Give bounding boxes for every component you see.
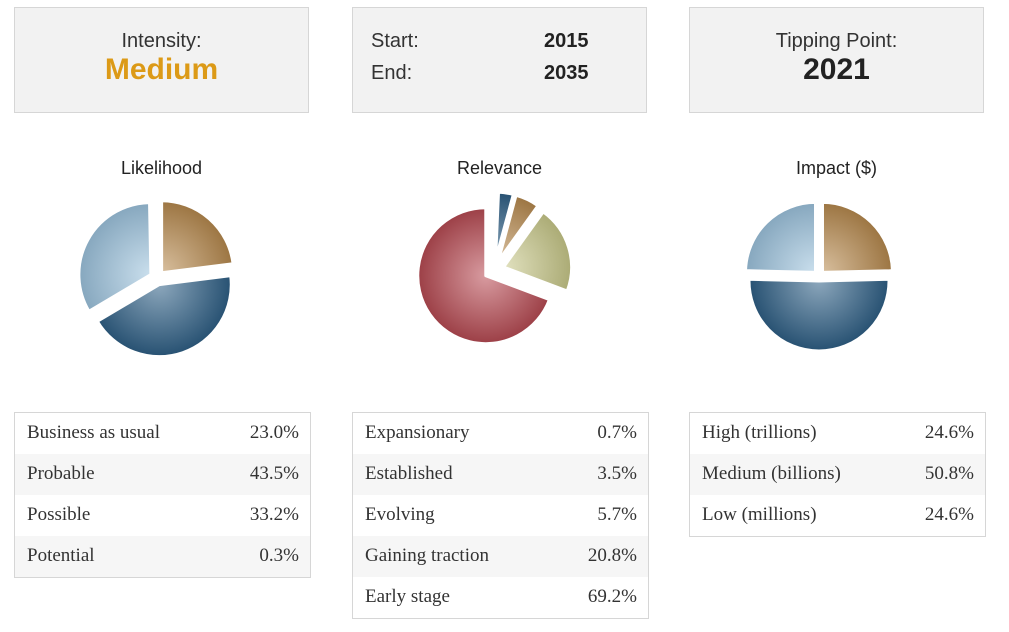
pie-slice (154, 197, 159, 273)
impact-table: High (trillions) 24.6% Medium (billions) 50… (689, 412, 986, 537)
row-label: Evolving (365, 504, 435, 525)
row-label: Medium (billions) (702, 463, 841, 484)
row-value: 23.0% (249, 422, 299, 443)
pie-slice (820, 200, 894, 274)
row-value: 69.2% (587, 586, 637, 607)
tipping-point-label: Tipping Point: (775, 30, 898, 52)
row-label: Early stage (365, 586, 450, 607)
pie-slice (95, 274, 233, 359)
intensity-card: Intensity: Medium (14, 7, 309, 113)
row-value: 33.2% (249, 504, 299, 525)
row-label: Possible (27, 504, 91, 525)
row-value: 0.7% (597, 422, 637, 443)
row-value: 24.6% (924, 504, 974, 525)
row-value: 0.3% (259, 545, 299, 566)
period-card: Start: 2015 End: 2035 (352, 7, 647, 113)
likelihood-table: Business as usual 23.0% Probable 43.5% Possi… (14, 412, 311, 578)
relevance-chart-title: Relevance (456, 158, 543, 178)
table-row: High (trillions) 24.6% (690, 413, 985, 454)
table-row: Early stage 69.2% (353, 577, 648, 618)
pie-slice (744, 200, 818, 274)
table-row: Possible 33.2% (15, 495, 310, 536)
likelihood-chart-title: Likelihood (120, 158, 203, 178)
tipping-point-value: 2021 (803, 53, 870, 86)
row-value: 50.8% (924, 463, 974, 484)
table-row: Business as usual 23.0% (15, 413, 310, 454)
row-value: 24.6% (924, 422, 974, 443)
tipping-point-card: Tipping Point: 2021 (689, 7, 984, 113)
end-value: 2035 (544, 62, 589, 84)
pie-slice (496, 193, 540, 263)
impact-chart-title: Impact ($) (795, 158, 878, 178)
table-row: Evolving 5.7% (353, 495, 648, 536)
table-row: Probable 43.5% (15, 454, 310, 495)
table-row: Expansionary 0.7% (353, 413, 648, 454)
row-label: Established (365, 463, 453, 484)
table-row: Medium (billions) 50.8% (690, 454, 985, 495)
row-label: Expansionary (365, 422, 470, 443)
pie-slice (502, 210, 574, 293)
relevance-pie-chart (416, 190, 574, 346)
relevance-table: Expansionary 0.7% Established 3.5% Evolving 5… (352, 412, 649, 619)
table-row: Low (millions) 24.6% (690, 495, 985, 536)
row-label: Business as usual (27, 422, 160, 443)
table-row: Established 3.5% (353, 454, 648, 495)
pie-slice (747, 277, 891, 353)
row-value: 3.5% (597, 463, 637, 484)
start-label: Start: (371, 30, 419, 52)
pie-slice (416, 206, 551, 346)
intensity-label: Intensity: (121, 30, 202, 52)
row-value: 5.7% (597, 504, 637, 525)
pie-slice (160, 199, 235, 275)
row-label: Potential (27, 545, 95, 566)
row-label: Gaining traction (365, 545, 489, 566)
intensity-value: Medium (104, 53, 219, 86)
end-label: End: (371, 62, 413, 84)
pie-slice (494, 190, 515, 262)
start-value: 2015 (544, 30, 589, 52)
likelihood-pie-chart (77, 197, 235, 359)
row-label: Low (millions) (702, 504, 817, 525)
table-row: Gaining traction 20.8% (353, 536, 648, 577)
row-value: 20.8% (587, 545, 637, 566)
impact-pie-chart (744, 200, 894, 353)
row-label: High (trillions) (702, 422, 817, 443)
row-value: 43.5% (249, 463, 299, 484)
row-label: Probable (27, 463, 95, 484)
table-row: Potential 0.3% (15, 536, 310, 577)
pie-slice (77, 201, 153, 313)
